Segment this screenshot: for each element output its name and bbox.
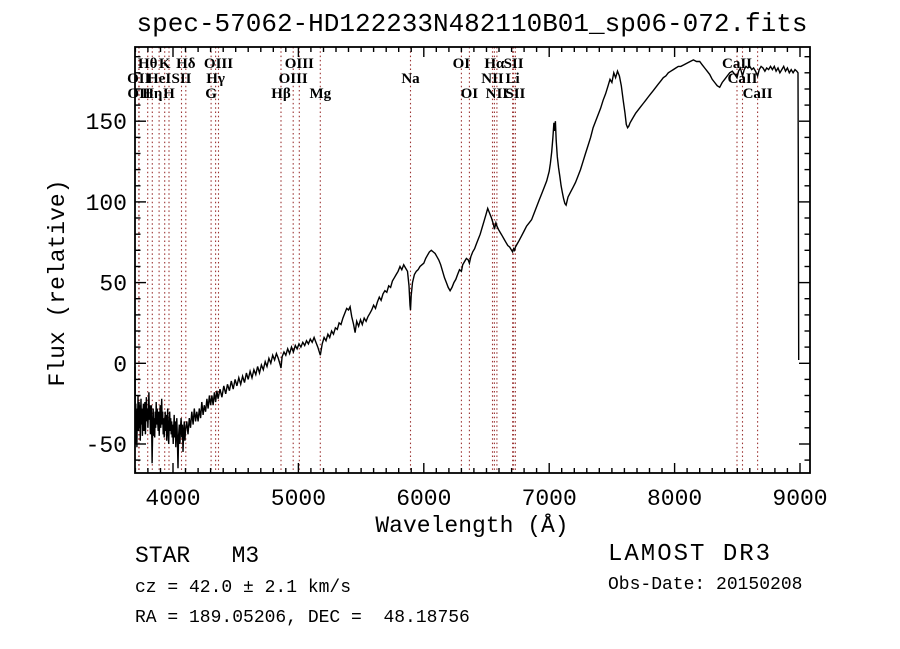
y-tick-label: 150 — [86, 110, 127, 136]
y-tick-label: -50 — [86, 433, 127, 459]
x-tick-label: 9000 — [772, 486, 827, 512]
spectral-line-label: Hβ — [271, 86, 291, 102]
cz-velocity-value: cz = 42.0 ± 2.1 km/s — [135, 578, 351, 598]
y-tick-label: 50 — [99, 272, 127, 298]
x-tick-label: 4000 — [145, 486, 200, 512]
spectral-line-label: Hη — [142, 86, 162, 102]
spectrum-trace — [134, 59, 800, 469]
spectral-line-label: SII — [504, 56, 524, 72]
spectral-line-label: OII — [127, 71, 151, 87]
spectral-line-label: Hγ — [206, 71, 225, 87]
spectral-line-label: K — [159, 56, 171, 72]
spectral-line-label: NII — [481, 71, 504, 87]
x-axis-label: Wavelength (Å) — [375, 512, 568, 539]
observation-date: Obs-Date: 20150208 — [608, 575, 802, 595]
spectral-line-label: CaII — [727, 71, 757, 87]
ra-dec-coordinates: RA = 189.05206, DEC = 48.18756 — [135, 608, 470, 628]
y-axis-label: Flux (relative) — [45, 179, 71, 386]
object-class-label: STAR M3 — [135, 543, 259, 569]
spectral-line-label: G — [205, 86, 217, 102]
spectral-line-label: HeI — [147, 71, 171, 87]
survey-name: LAMOST DR3 — [608, 541, 772, 568]
y-tick-label: 100 — [86, 191, 127, 217]
spectral-line-label: CaII — [722, 56, 752, 72]
x-tick-label: 5000 — [271, 486, 326, 512]
spectral-line-label: Li — [506, 71, 520, 87]
spectral-line-label: Hθ — [138, 56, 158, 72]
plot-title: spec-57062-HD122233N482110B01_sp06-072.f… — [137, 9, 808, 39]
x-tick-label: 8000 — [647, 486, 702, 512]
spectral-line-label: SII — [171, 71, 191, 87]
spectral-line-label: H — [163, 86, 175, 102]
spectral-line-label: OII — [127, 86, 151, 102]
spectral-line-label: Hδ — [176, 56, 196, 72]
spectral-line-label: OIII — [285, 56, 314, 72]
spectral-line-label: OIII — [279, 71, 308, 87]
spectral-line-markers — [138, 47, 759, 473]
spectral-line-label: Hα — [484, 56, 505, 72]
spectral-line-label: NII — [486, 86, 509, 102]
x-tick-label: 7000 — [522, 486, 577, 512]
plot-frame — [134, 46, 811, 474]
y-tick-label: 0 — [113, 352, 127, 378]
spectral-line-label: SII — [505, 86, 525, 102]
spectral-line-labels: OIIOIIHθHηHeIKHSIIHδGHγOIIIHβOIIIOIIIMgN… — [127, 56, 773, 102]
spectral-line-label: OIII — [204, 56, 233, 72]
x-tick-label: 6000 — [396, 486, 451, 512]
spectral-line-label: Mg — [309, 86, 331, 102]
spectral-line-label: CaII — [743, 86, 773, 102]
spectral-line-label: OI — [453, 56, 471, 72]
spectral-line-label: OI — [461, 86, 479, 102]
spectral-line-label: Na — [401, 71, 420, 87]
axes-and-ticks — [134, 46, 811, 474]
spectrum-path — [134, 59, 800, 469]
axis-tick-labels: 4000 5000 6000 7000 8000 9000 -50 0 50 100 150 — [86, 110, 828, 512]
